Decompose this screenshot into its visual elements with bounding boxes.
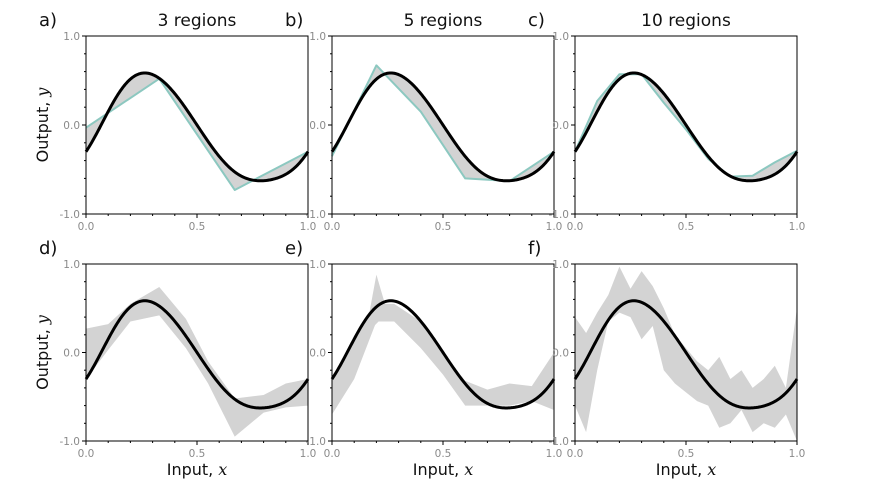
true-function-line bbox=[573, 71, 799, 183]
approximation-line bbox=[331, 64, 555, 183]
true-function-line bbox=[330, 299, 556, 410]
error-shading bbox=[332, 65, 554, 182]
true-function-line bbox=[573, 299, 799, 410]
x-axis-label-text: Input, bbox=[656, 460, 703, 479]
y-tick-label: 1.0 bbox=[552, 259, 569, 271]
y-tick-label: -1.0 bbox=[60, 436, 81, 448]
panel-letter: f) bbox=[528, 238, 541, 259]
x-axis-label-text: Input, bbox=[167, 460, 214, 479]
approximation-line bbox=[85, 77, 309, 191]
x-tick-label: 0.0 bbox=[324, 448, 341, 460]
y-axis-label-text: Output, bbox=[33, 102, 52, 163]
panel-title: 10 regions bbox=[641, 11, 731, 31]
y-tick-label: 0.0 bbox=[309, 120, 326, 132]
y-tick-label: -1.0 bbox=[549, 209, 570, 221]
x-tick-label: 0.5 bbox=[678, 221, 695, 233]
uncertainty-band-spike bbox=[365, 274, 388, 335]
chart-panel: 0.0 0.5 1.01.00.0-1.0c) 10 regions bbox=[528, 10, 805, 233]
x-axis-variable: x bbox=[707, 460, 716, 479]
panel-title: 3 regions bbox=[158, 11, 237, 31]
true-function-line bbox=[84, 71, 310, 183]
x-axis-label: Input, x bbox=[413, 460, 474, 479]
x-axis-label: Input, x bbox=[656, 460, 717, 479]
x-axis-variable: x bbox=[218, 460, 227, 479]
x-tick-label: 0.0 bbox=[78, 448, 95, 460]
x-tick-label: 0.0 bbox=[567, 448, 584, 460]
x-tick-label: 1.0 bbox=[789, 448, 806, 460]
x-axis-label-text: Input, bbox=[413, 460, 460, 479]
uncertainty-band bbox=[86, 287, 308, 437]
y-tick-label: -1.0 bbox=[306, 436, 327, 448]
x-tick-label: 0.5 bbox=[435, 448, 452, 460]
y-tick-label: 0.0 bbox=[63, 348, 80, 360]
y-tick-label: 0.0 bbox=[63, 120, 80, 132]
x-axis-variable: x bbox=[464, 460, 473, 479]
y-tick-label: 1.0 bbox=[309, 259, 326, 271]
y-axis-label: Output, y bbox=[33, 314, 52, 390]
y-tick-label: 1.0 bbox=[63, 259, 80, 271]
x-tick-label: 0.0 bbox=[78, 221, 95, 233]
y-tick-label: -1.0 bbox=[549, 436, 570, 448]
y-axis-label-text: Output, bbox=[33, 329, 52, 390]
y-tick-label: 1.0 bbox=[552, 31, 569, 43]
x-tick-label: 1.0 bbox=[546, 221, 563, 233]
panel-letter: b) bbox=[285, 10, 303, 31]
x-axis-label: Input, x bbox=[167, 460, 228, 479]
y-tick-label: 0.0 bbox=[309, 348, 326, 360]
x-tick-label: 0.5 bbox=[189, 448, 206, 460]
panel-letter: a) bbox=[39, 10, 57, 31]
x-tick-label: 1.0 bbox=[300, 448, 317, 460]
x-tick-label: 0.5 bbox=[435, 221, 452, 233]
y-tick-label: 0.0 bbox=[552, 348, 569, 360]
panel-letter: c) bbox=[528, 10, 545, 31]
panel-letter: e) bbox=[285, 238, 303, 259]
true-function-line bbox=[84, 299, 310, 410]
y-tick-label: -1.0 bbox=[306, 209, 327, 221]
approximation-line bbox=[574, 73, 798, 178]
chart-panel: 0.0 0.5 1.01.00.0-1.0b) 5 regions bbox=[285, 10, 562, 233]
y-axis-variable: y bbox=[33, 314, 52, 325]
chart-panel: 0.0 0.5 1.01.00.0-1.0f)Input, x bbox=[528, 238, 805, 479]
panel-letter: d) bbox=[39, 238, 57, 259]
y-tick-label: -1.0 bbox=[60, 209, 81, 221]
y-tick-label: 1.0 bbox=[63, 31, 80, 43]
x-tick-label: 1.0 bbox=[300, 221, 317, 233]
uncertainty-band bbox=[332, 303, 554, 415]
x-tick-label: 0.5 bbox=[678, 448, 695, 460]
x-tick-label: 1.0 bbox=[546, 448, 563, 460]
x-tick-label: 1.0 bbox=[789, 221, 806, 233]
x-tick-label: 0.5 bbox=[189, 221, 206, 233]
y-tick-label: 0.0 bbox=[552, 120, 569, 132]
x-tick-label: 0.0 bbox=[324, 221, 341, 233]
y-axis-variable: y bbox=[33, 87, 52, 98]
chart-panel: 0.0 0.5 1.01.00.0-1.0e)Input, x bbox=[285, 238, 562, 479]
y-axis-label: Output, y bbox=[33, 87, 52, 163]
x-tick-label: 0.0 bbox=[567, 221, 584, 233]
true-function-line bbox=[330, 71, 556, 183]
y-tick-label: 1.0 bbox=[309, 31, 326, 43]
error-shading bbox=[86, 72, 308, 190]
panel-title: 5 regions bbox=[404, 11, 483, 31]
